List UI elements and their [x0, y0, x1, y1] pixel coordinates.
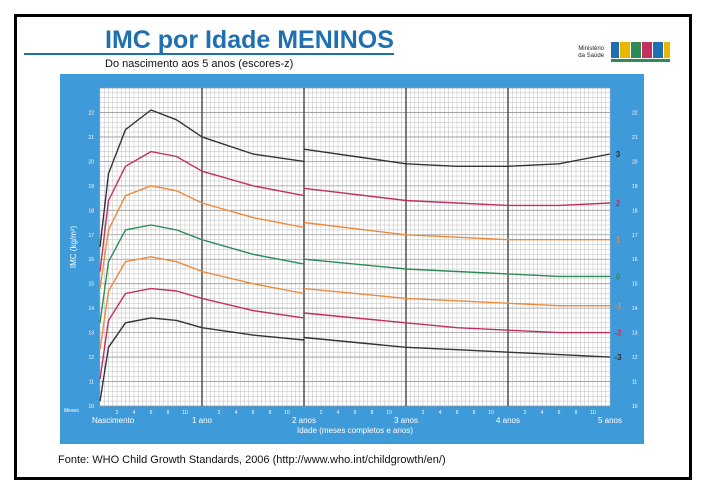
x-minor-tick-label: 6	[150, 410, 153, 416]
x-major-tick-label: 3 anos	[394, 416, 418, 425]
x-minor-tick-label: 4	[439, 410, 442, 416]
x-minor-tick-label: 4	[133, 410, 136, 416]
y-tick-label-right: 12	[632, 355, 638, 361]
x-minor-tick-label: 8	[575, 410, 578, 416]
y-tick-label-right: 21	[632, 135, 638, 141]
x-major-tick-label: 4 anos	[496, 416, 520, 425]
series-line-z-2-b	[303, 312, 610, 334]
x-minor-tick-label: 10	[284, 410, 290, 416]
x-minor-tick-label: 2	[218, 410, 221, 416]
x-major-tick-label: 1 ano	[192, 416, 213, 425]
x-major-tick-label: Nascimento	[92, 416, 135, 425]
page-title: IMC por Idade MENINOS	[105, 26, 394, 54]
series-line-z3-a	[99, 109, 305, 248]
series-line-z1-b	[303, 221, 610, 241]
ministry-line-2: da Saúde	[578, 53, 604, 59]
months-label: Meses	[64, 408, 79, 414]
x-minor-tick-label: 8	[371, 410, 374, 416]
y-tick-label-right: 14	[632, 306, 638, 312]
x-minor-tick-label: 4	[337, 410, 340, 416]
series-label-z-3: -3	[614, 353, 622, 362]
series-line-z0-a	[99, 224, 305, 323]
x-minor-tick-label: 4	[541, 410, 544, 416]
x-minor-tick-label: 6	[558, 410, 561, 416]
y-tick-label-right: 17	[632, 233, 638, 239]
series-line-z-3-a	[99, 317, 305, 402]
x-axis-label: Idade (meses completos e anos)	[297, 426, 413, 435]
x-minor-tick-label: 6	[456, 410, 459, 416]
page-subtitle: Do nascimento aos 5 anos (escores-z)	[105, 58, 294, 70]
x-minor-tick-label: 10	[488, 410, 494, 416]
x-minor-tick-label: 4	[235, 410, 238, 416]
y-tick-label-left: 16	[88, 257, 94, 263]
y-tick-label-right: 20	[632, 159, 638, 165]
x-minor-tick-label: 10	[182, 410, 188, 416]
y-tick-label-left: 12	[88, 355, 94, 361]
brasil-logo	[609, 40, 671, 64]
y-axis-label: IMC (kg/m²)	[69, 226, 78, 269]
x-minor-tick-label: 8	[473, 410, 476, 416]
y-tick-label-left: 21	[88, 135, 94, 141]
y-tick-label-left: 20	[88, 159, 94, 165]
series-label-z3: 3	[616, 150, 621, 159]
series-line-z3-b	[303, 148, 611, 168]
y-tick-label-right: 15	[632, 282, 638, 288]
y-tick-label-left: 11	[89, 380, 94, 386]
series-line-z2-a	[99, 150, 305, 272]
x-major-tick-label: 2 anos	[292, 416, 316, 425]
series-label-z-2: -2	[614, 329, 622, 338]
y-tick-label-left: 18	[88, 208, 94, 214]
x-minor-tick-label: 6	[354, 410, 357, 416]
x-minor-tick-label: 2	[422, 410, 425, 416]
y-tick-label-right: 16	[632, 257, 638, 263]
y-tick-label-right: 13	[632, 331, 638, 337]
x-major-tick-label: 5 anos	[598, 416, 622, 425]
series-label-z-1: -1	[614, 302, 622, 311]
x-minor-tick-label: 2	[320, 410, 323, 416]
series-line-z-1-b	[303, 287, 610, 307]
series-label-z1: 1	[616, 236, 621, 245]
y-tick-label-left: 14	[88, 306, 94, 312]
x-minor-tick-label: 10	[386, 410, 392, 416]
y-tick-label-right: 19	[632, 184, 638, 190]
series-line-z-3-b	[303, 336, 611, 358]
series-line-z-1-a	[99, 256, 305, 350]
x-minor-tick-label: 2	[116, 410, 119, 416]
x-minor-tick-label: 2	[524, 410, 527, 416]
y-tick-label-left: 10	[88, 404, 94, 410]
x-minor-tick-label: 8	[269, 410, 272, 416]
ministry-line-1: Ministério	[578, 46, 604, 52]
series-line-z0-b	[303, 258, 610, 278]
x-minor-tick-label: 10	[590, 410, 596, 416]
y-tick-label-left: 13	[88, 331, 94, 337]
series-line-z2-b	[303, 187, 611, 207]
y-tick-label-right: 18	[632, 208, 638, 214]
x-minor-tick-label: 8	[167, 410, 170, 416]
title-rule	[24, 53, 394, 55]
y-tick-label-right: 11	[632, 380, 637, 386]
series-label-z0: 0	[616, 272, 621, 281]
x-minor-tick-label: 6	[252, 410, 255, 416]
y-tick-label-right: 10	[632, 404, 638, 410]
y-tick-label-left: 17	[88, 233, 94, 239]
ministry-label: Ministério da Saúde	[574, 46, 604, 60]
y-tick-label-left: 15	[88, 282, 94, 288]
y-tick-label-left: 19	[88, 184, 94, 190]
series-line-z1-a	[99, 185, 305, 289]
y-tick-label-right: 22	[632, 110, 638, 116]
y-tick-label-left: 22	[88, 110, 94, 116]
series-label-z2: 2	[616, 199, 621, 208]
source-note: Fonte: WHO Child Growth Standards, 2006 …	[58, 454, 446, 466]
series-line-z-2-a	[99, 287, 305, 380]
